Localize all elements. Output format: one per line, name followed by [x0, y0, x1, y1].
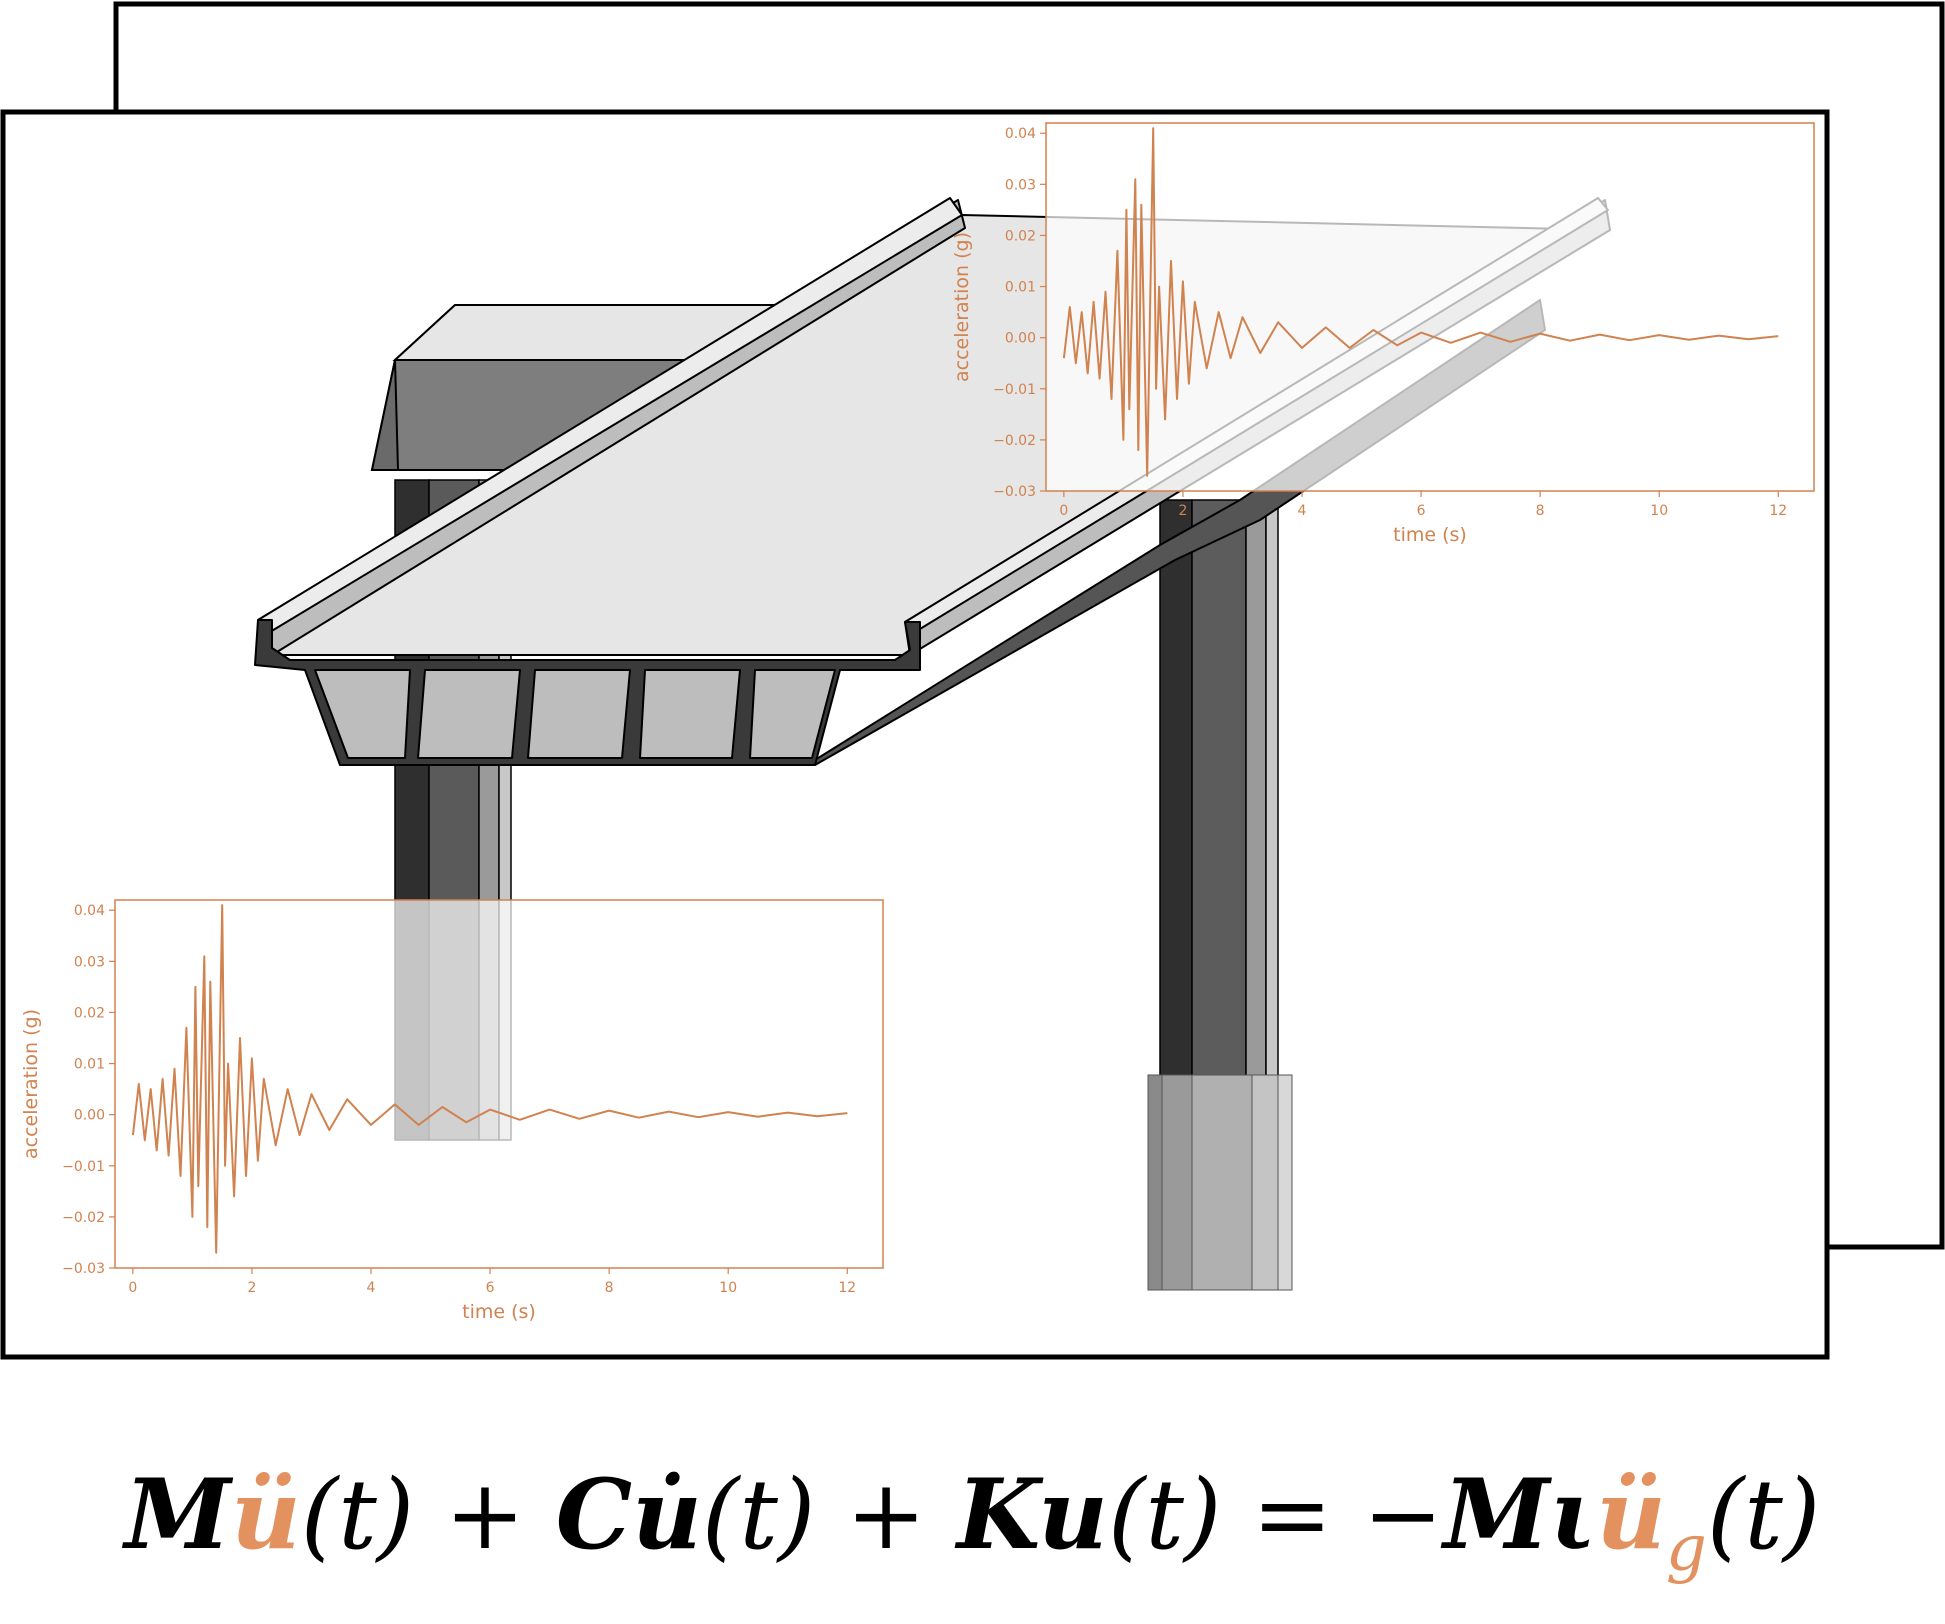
eq-ground-accel: ü	[1596, 1458, 1666, 1571]
x-axis-label: time (s)	[1393, 524, 1467, 546]
x-tick-label: 12	[1769, 503, 1787, 519]
y-tick-label: −0.01	[62, 1159, 105, 1175]
eq-mass-2: M	[1443, 1458, 1550, 1571]
x-tick-label: 2	[247, 1280, 256, 1296]
chart-bottom-left-panel	[114, 899, 884, 1269]
eq-t4: (t)	[1706, 1459, 1821, 1571]
y-tick-label: 0.00	[1005, 331, 1036, 347]
x-tick-label: 4	[1298, 503, 1307, 519]
eq-plus-1: +	[444, 1459, 526, 1571]
eq-t2: (t)	[701, 1459, 816, 1571]
x-tick-label: 12	[838, 1280, 856, 1296]
y-tick-label: −0.03	[62, 1261, 105, 1277]
acceleration-series-line	[131, 904, 848, 1254]
x-tick-label: 6	[1417, 503, 1426, 519]
x-tick-label: 10	[1650, 503, 1668, 519]
eq-plus-2: +	[845, 1459, 927, 1571]
y-tick-label: 0.03	[74, 954, 105, 970]
eq-mass: M	[124, 1458, 231, 1571]
chart-bottom-left: 0 2 4 6 8 10 12 −0.03 −0.02 −0.01 0.00 0.01 0.02 0.03…	[20, 899, 884, 1323]
x-tick-label: 10	[719, 1280, 737, 1296]
acceleration-series-line	[1062, 127, 1779, 477]
y-tick-label: 0.01	[74, 1057, 105, 1073]
eq-equals: =	[1251, 1459, 1333, 1571]
chart-top-right-panel	[1045, 122, 1815, 492]
x-tick-label: 0	[128, 1280, 137, 1296]
y-tick-label: 0.03	[1005, 177, 1036, 193]
x-tick-label: 8	[1536, 503, 1545, 519]
y-tick-label: −0.01	[993, 382, 1036, 398]
right-pier	[1159, 499, 1279, 1081]
equation-of-motion: Mü(t) + Cu̇(t) + Ku(t) = −Mιüg(t)	[0, 1440, 1945, 1590]
eq-damping: C	[555, 1458, 633, 1571]
eq-stiffness: K	[956, 1458, 1039, 1571]
eq-t3: (t)	[1107, 1459, 1222, 1571]
eq-influence: ι	[1549, 1458, 1597, 1571]
x-tick-label: 0	[1059, 503, 1068, 519]
eq-minus: −	[1362, 1459, 1444, 1571]
y-tick-label: −0.02	[62, 1210, 105, 1226]
x-tick-label: 4	[367, 1280, 376, 1296]
y-tick-label: −0.02	[993, 433, 1036, 449]
x-axis-label: time (s)	[462, 1301, 536, 1323]
eq-t1: (t)	[300, 1459, 415, 1571]
eq-disp: u	[1038, 1458, 1108, 1571]
y-tick-label: −0.03	[993, 484, 1036, 500]
chart-top-right: 0 2 4 6 8 10 12 −0.03 −0.02 −0.01 0.00 0.01 0.02 0.03…	[951, 122, 1815, 546]
y-tick-label: 0.01	[1005, 280, 1036, 296]
x-tick-label: 2	[1178, 503, 1187, 519]
y-tick-label: 0.00	[74, 1108, 105, 1124]
eq-velocity: u̇	[632, 1458, 702, 1571]
y-axis-label: acceleration (g)	[951, 232, 973, 382]
eq-sub-g: g	[1665, 1512, 1707, 1586]
y-axis-label: acceleration (g)	[20, 1009, 42, 1159]
y-tick-label: 0.02	[74, 1005, 105, 1021]
y-tick-label: 0.02	[1005, 228, 1036, 244]
y-tick-label: 0.04	[1005, 126, 1036, 142]
y-tick-label: 0.04	[74, 903, 105, 919]
x-tick-label: 8	[605, 1280, 614, 1296]
x-tick-label: 6	[486, 1280, 495, 1296]
right-pier-base	[1147, 1074, 1293, 1291]
eq-accel: ü	[230, 1458, 301, 1571]
